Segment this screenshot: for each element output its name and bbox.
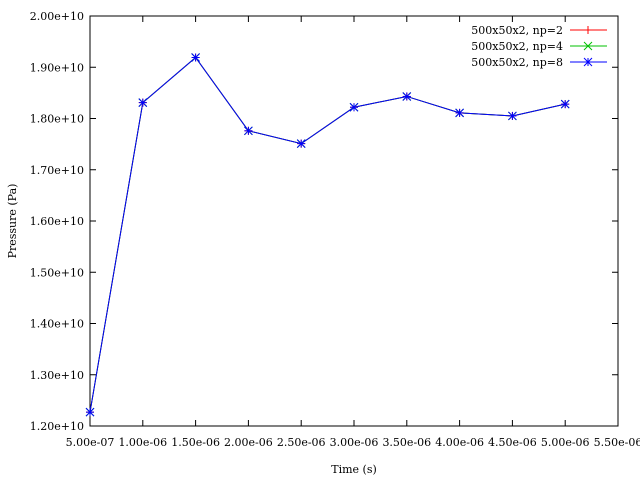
data-point — [508, 111, 517, 121]
x-tick-label: 5.00e-07 — [66, 436, 115, 449]
y-tick-label: 1.30e+10 — [30, 369, 84, 382]
x-axis-label: Time (s) — [331, 463, 377, 476]
x-tick-label: 4.00e-06 — [435, 436, 484, 449]
y-tick-label: 1.60e+10 — [30, 215, 84, 228]
legend-label: 500x50x2, np=8 — [471, 56, 563, 69]
y-tick-label: 1.90e+10 — [30, 61, 84, 74]
legend-label: 500x50x2, np=2 — [471, 24, 563, 37]
legend: 500x50x2, np=2 500x50x2, np=4 500x50x2, np… — [471, 24, 607, 69]
y-tick-label: 1.20e+10 — [30, 420, 84, 433]
data-point — [191, 53, 200, 62]
data-point — [349, 102, 359, 112]
series-line-3 — [89, 56, 566, 413]
series-line-1 — [89, 56, 566, 413]
x-tick-label: 5.50e-06 — [594, 436, 640, 449]
plot-frame — [89, 15, 619, 427]
y-tick-label: 2.00e+10 — [30, 10, 84, 23]
data-point — [85, 407, 95, 417]
series-line-2 — [89, 56, 566, 413]
x-tick-label: 1.00e-06 — [118, 436, 167, 449]
data-point — [455, 108, 464, 118]
x-tick-label: 5.00e-06 — [541, 436, 590, 449]
y-tick-label: 1.40e+10 — [30, 318, 84, 331]
data-point — [402, 92, 412, 101]
x-tick-label: 3.00e-06 — [330, 436, 379, 449]
axis-ticks: 5.00e-07 1.00e-06 1.50e-06 2.00e-06 2.50e-06… — [30, 10, 640, 449]
data-point — [560, 99, 570, 109]
data-point — [296, 139, 306, 148]
data-point — [138, 98, 148, 107]
series-points — [85, 53, 570, 417]
data-point — [244, 126, 253, 136]
x-tick-label: 1.50e-06 — [171, 436, 220, 449]
y-axis-label: Pressure (Pa) — [6, 184, 19, 259]
legend-label: 500x50x2, np=4 — [471, 40, 563, 53]
x-tick-label: 4.50e-06 — [488, 436, 537, 449]
series-lines — [89, 56, 566, 413]
x-tick-label: 2.00e-06 — [224, 436, 273, 449]
legend-marker — [583, 57, 593, 67]
y-tick-label: 1.70e+10 — [30, 164, 84, 177]
y-tick-label: 1.50e+10 — [30, 266, 84, 279]
x-tick-label: 2.50e-06 — [277, 436, 326, 449]
legend-marker — [584, 26, 592, 34]
legend-marker — [583, 41, 593, 51]
x-tick-label: 3.50e-06 — [382, 436, 431, 449]
y-tick-label: 1.80e+10 — [30, 113, 84, 126]
